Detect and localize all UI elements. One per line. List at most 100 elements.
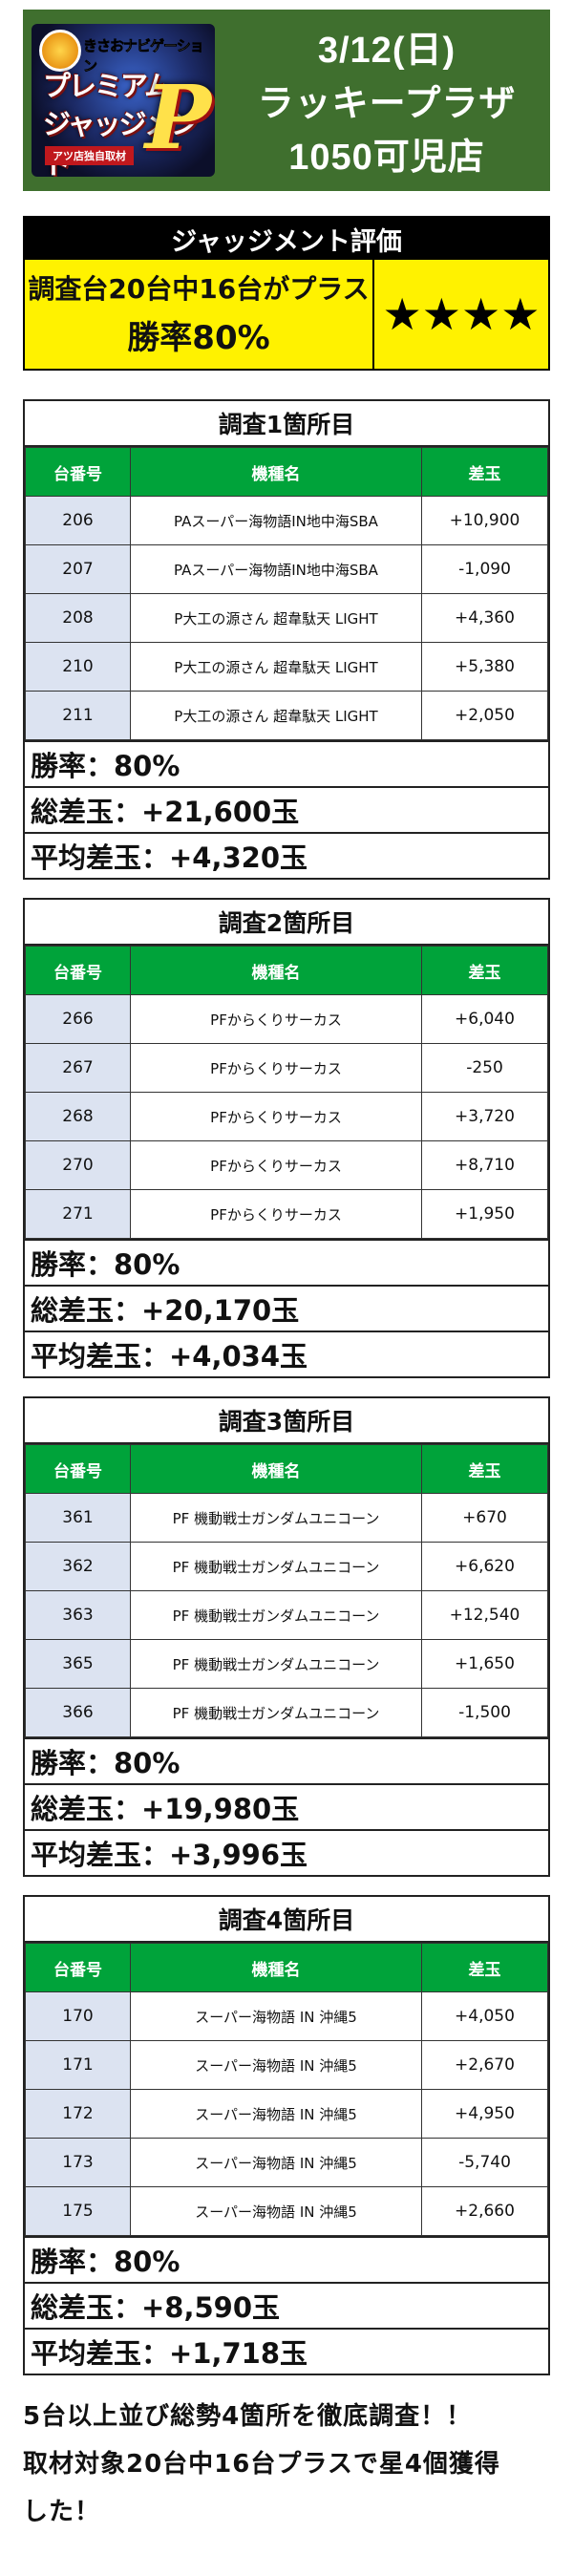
store-name: ラッキープラザ — [257, 83, 517, 124]
survey-block-3: 調査3箇所目 台番号 機種名 差玉 361 PF 機動戦士ガンダムユニコーン +67… — [23, 1396, 550, 1877]
table-row: 365 PF 機動戦士ガンダムユニコーン +1,650 — [25, 1639, 548, 1689]
table-header-row: 台番号 機種名 差玉 — [25, 1444, 548, 1494]
ball-diff: +12,540 — [421, 1590, 548, 1640]
machine-name: PF 機動戦士ガンダムユニコーン — [130, 1590, 422, 1640]
report-date: 3/12(日) — [317, 30, 456, 71]
ball-diff: -250 — [421, 1043, 548, 1093]
machine-number: 362 — [25, 1542, 131, 1591]
machine-number: 171 — [25, 2040, 131, 2090]
survey-block-2: 調査2箇所目 台番号 機種名 差玉 266 PFからくりサーカス +6,040 26… — [23, 898, 550, 1378]
column-header-number: 台番号 — [25, 1943, 131, 1992]
machine-number: 170 — [25, 1991, 131, 2041]
survey-title: 調査4箇所目 — [25, 1897, 548, 1943]
machine-number: 172 — [25, 2089, 131, 2139]
machine-number: 210 — [25, 642, 131, 692]
machine-name: P大工の源さん 超韋駄天 LIGHT — [130, 593, 422, 643]
ball-diff: +1,950 — [421, 1189, 548, 1239]
column-header-diff: 差玉 — [421, 1943, 548, 1992]
machine-number: 175 — [25, 2186, 131, 2236]
ball-diff: +5,380 — [421, 642, 548, 692]
header-info: 3/12(日) ラッキープラザ 1050可児店 — [223, 10, 550, 191]
evaluation-title: ジャッジメント評価 — [25, 218, 548, 260]
win-rate: 勝率：80% — [25, 1239, 548, 1285]
machine-number: 361 — [25, 1493, 131, 1543]
evaluation-box: ジャッジメント評価 調査台20台中16台がプラス 勝率80% ★★★★ — [23, 216, 550, 371]
ball-diff: +2,660 — [421, 2186, 548, 2236]
average-diff: 平均差玉：+3,996玉 — [25, 1829, 548, 1875]
win-rate: 勝率：80% — [25, 1737, 548, 1783]
survey-title: 調査1箇所目 — [25, 401, 548, 447]
machine-name: PFからくりサーカス — [130, 1140, 422, 1190]
logo-sub-text: アツ店独自取材 — [45, 146, 134, 165]
ball-diff: +2,670 — [421, 2040, 548, 2090]
table-row: 271 PFからくりサーカス +1,950 — [25, 1189, 548, 1239]
table-row: 363 PF 機動戦士ガンダムユニコーン +12,540 — [25, 1590, 548, 1640]
machine-number: 363 — [25, 1590, 131, 1640]
average-diff: 平均差玉：+4,034玉 — [25, 1331, 548, 1376]
table-row: 267 PFからくりサーカス -250 — [25, 1043, 548, 1093]
table-row: 207 PAスーパー海物語IN地中海SBA -1,090 — [25, 544, 548, 594]
table-row: 171 スーパー海物語 IN 沖縄5 +2,670 — [25, 2040, 548, 2090]
machine-name: スーパー海物語 IN 沖縄5 — [130, 2186, 422, 2236]
average-diff: 平均差玉：+1,718玉 — [25, 2328, 548, 2374]
machine-number: 266 — [25, 994, 131, 1044]
survey-table: 台番号 機種名 差玉 361 PF 機動戦士ガンダムユニコーン +670 362 PF… — [25, 1444, 548, 1737]
column-header-machine: 機種名 — [130, 1444, 422, 1494]
table-header-row: 台番号 機種名 差玉 — [25, 447, 548, 497]
survey-block-4: 調査4箇所目 台番号 機種名 差玉 170 スーパー海物語 IN 沖縄5 +4,05… — [23, 1895, 550, 2375]
survey-block-1: 調査1箇所目 台番号 機種名 差玉 206 PAスーパー海物語IN地中海SBA +1… — [23, 399, 550, 880]
table-row: 266 PFからくりサーカス +6,040 — [25, 994, 548, 1044]
table-row: 173 スーパー海物語 IN 沖縄5 -5,740 — [25, 2138, 548, 2187]
brand-logo: きさおナビゲーション プレミアム ジャッジメント P アツ店独自取材 — [23, 10, 223, 191]
column-header-machine: 機種名 — [130, 1943, 422, 1992]
win-rate: 勝率：80% — [25, 2236, 548, 2282]
column-header-number: 台番号 — [25, 1444, 131, 1494]
machine-name: PFからくりサーカス — [130, 1092, 422, 1141]
ball-diff: +2,050 — [421, 691, 548, 740]
table-row: 170 スーパー海物語 IN 沖縄5 +4,050 — [25, 1991, 548, 2041]
machine-name: スーパー海物語 IN 沖縄5 — [130, 2089, 422, 2139]
machine-number: 271 — [25, 1189, 131, 1239]
machine-name: P大工の源さん 超韋駄天 LIGHT — [130, 691, 422, 740]
evaluation-body: 調査台20台中16台がプラス 勝率80% ★★★★ — [25, 260, 548, 369]
machine-number: 208 — [25, 593, 131, 643]
total-diff: 総差玉：+19,980玉 — [25, 1783, 548, 1829]
ball-diff: +1,650 — [421, 1639, 548, 1689]
table-row: 211 P大工の源さん 超韋駄天 LIGHT +2,050 — [25, 691, 548, 740]
table-row: 210 P大工の源さん 超韋駄天 LIGHT +5,380 — [25, 642, 548, 692]
ball-diff: +6,040 — [421, 994, 548, 1044]
column-header-number: 台番号 — [25, 447, 131, 497]
summary-line-1: 5台以上並び総勢4箇所を徹底調査！！ — [23, 2402, 473, 2431]
summary-text: 5台以上並び総勢4箇所を徹底調査！！ 取材対象20台中16台プラスで星4個獲得 … — [23, 2393, 550, 2536]
column-header-machine: 機種名 — [130, 946, 422, 995]
table-row: 361 PF 機動戦士ガンダムユニコーン +670 — [25, 1493, 548, 1543]
logo-badge-icon — [39, 30, 81, 72]
survey-table: 台番号 機種名 差玉 266 PFからくりサーカス +6,040 267 PFからくり… — [25, 946, 548, 1239]
ball-diff: +4,360 — [421, 593, 548, 643]
machine-number: 211 — [25, 691, 131, 740]
survey-table: 台番号 機種名 差玉 170 スーパー海物語 IN 沖縄5 +4,050 171 スー… — [25, 1943, 548, 2236]
machine-name: PF 機動戦士ガンダムユニコーン — [130, 1688, 422, 1737]
machine-name: PAスーパー海物語IN地中海SBA — [130, 496, 422, 545]
table-row: 362 PF 機動戦士ガンダムユニコーン +6,620 — [25, 1542, 548, 1591]
table-row: 268 PFからくりサーカス +3,720 — [25, 1092, 548, 1141]
column-header-diff: 差玉 — [421, 946, 548, 995]
machine-name: PFからくりサーカス — [130, 994, 422, 1044]
ball-diff: +670 — [421, 1493, 548, 1543]
machine-name: スーパー海物語 IN 沖縄5 — [130, 1991, 422, 2041]
logo-big-letter: P — [144, 66, 211, 169]
logo-artwork: きさおナビゲーション プレミアム ジャッジメント P アツ店独自取材 — [32, 24, 215, 177]
machine-name: PF 機動戦士ガンダムユニコーン — [130, 1493, 422, 1543]
machine-number: 206 — [25, 496, 131, 545]
evaluation-stars-icon: ★★★★ — [382, 288, 541, 340]
ball-diff: +6,620 — [421, 1542, 548, 1591]
total-diff: 総差玉：+21,600玉 — [25, 786, 548, 832]
ball-diff: +4,050 — [421, 1991, 548, 2041]
summary-line-3: した！ — [23, 2498, 101, 2526]
machine-number: 267 — [25, 1043, 131, 1093]
table-row: 270 PFからくりサーカス +8,710 — [25, 1140, 548, 1190]
table-header-row: 台番号 機種名 差玉 — [25, 946, 548, 995]
table-row: 172 スーパー海物語 IN 沖縄5 +4,950 — [25, 2089, 548, 2139]
logo-top-text: きさおナビゲーション — [83, 37, 204, 75]
store-branch: 1050可児店 — [288, 137, 485, 178]
